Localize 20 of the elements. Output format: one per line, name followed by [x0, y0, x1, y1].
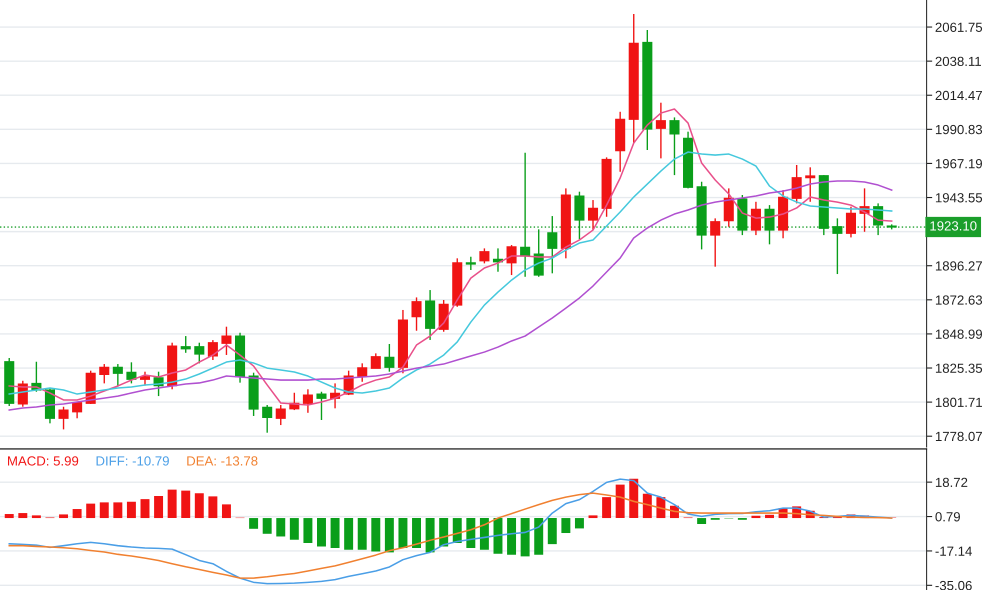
y-tick-label: -35.06 — [936, 580, 972, 590]
text: DIFF: -10.79 — [96, 456, 169, 466]
text: DEA: -13.78 — [187, 456, 258, 466]
ref-line-label: 1923.10 — [930, 221, 977, 231]
y-tick-label: 2061.75 — [936, 22, 982, 32]
y-tick-label: -17.14 — [936, 546, 972, 556]
y-tick-label: 1848.99 — [936, 329, 982, 339]
y-tick-label: 1943.55 — [936, 193, 982, 202]
y-tick-label: 1801.71 — [936, 398, 982, 408]
y-tick-label: 18.72 — [936, 478, 968, 488]
y-tick-label: 0.79 — [935, 512, 960, 522]
y-tick-label: 1967.19 — [936, 159, 982, 168]
y-tick-label: 1896.27 — [936, 261, 982, 271]
y-tick-label: 1825.35 — [936, 364, 982, 373]
y-tick-label: 1990.83 — [936, 124, 982, 134]
text: MACD: 5.99 — [8, 456, 78, 466]
y-tick-label: 1872.63 — [936, 295, 982, 305]
y-tick-label: 2014.47 — [936, 90, 982, 100]
y-tick-label: 1778.07 — [936, 432, 982, 442]
y-tick-label: 2038.11 — [936, 56, 981, 66]
